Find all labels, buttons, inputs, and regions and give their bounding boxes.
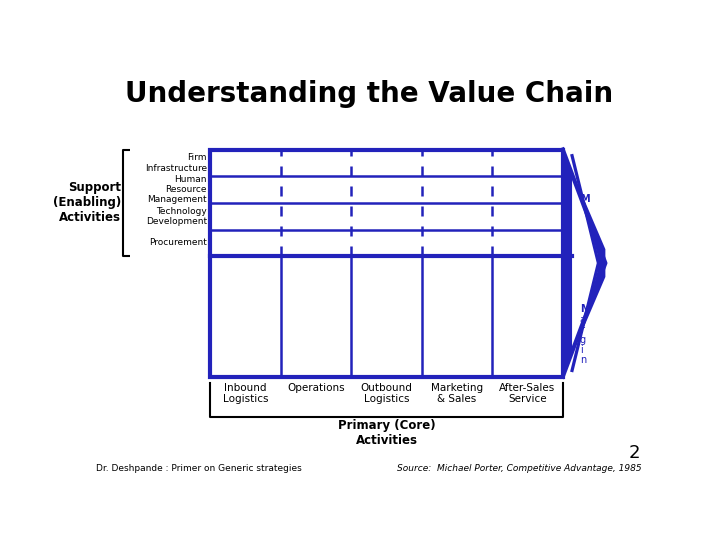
Text: r: r <box>580 325 584 335</box>
Text: M: M <box>580 304 590 314</box>
Text: Primary (Core)
Activities: Primary (Core) Activities <box>338 419 436 447</box>
Text: Human
Resource
Management: Human Resource Management <box>148 174 207 205</box>
Text: a: a <box>580 315 586 325</box>
Text: Firm
Infrastructure: Firm Infrastructure <box>145 153 207 173</box>
Text: Support
(Enabling)
Activities: Support (Enabling) Activities <box>53 181 121 225</box>
Text: Outbound
Logistics: Outbound Logistics <box>361 383 413 404</box>
Text: i: i <box>580 346 582 355</box>
Text: Source:  Michael Porter, Competitive Advantage, 1985: Source: Michael Porter, Competitive Adva… <box>397 464 642 473</box>
Polygon shape <box>572 156 598 370</box>
Text: n: n <box>580 355 586 366</box>
Text: Marketing
& Sales: Marketing & Sales <box>431 383 483 404</box>
Text: Dr. Deshpande : Primer on Generic strategies: Dr. Deshpande : Primer on Generic strate… <box>96 464 302 473</box>
Text: Technology
Development: Technology Development <box>146 206 207 226</box>
Text: g: g <box>580 335 586 345</box>
Text: Inbound
Logistics: Inbound Logistics <box>222 383 268 404</box>
Text: 2: 2 <box>629 444 640 462</box>
Text: Understanding the Value Chain: Understanding the Value Chain <box>125 80 613 108</box>
Text: After-Sales
Service: After-Sales Service <box>500 383 556 404</box>
Text: M: M <box>580 194 590 204</box>
Polygon shape <box>563 150 606 377</box>
Text: Procurement: Procurement <box>149 239 207 247</box>
Text: Operations: Operations <box>287 383 345 393</box>
